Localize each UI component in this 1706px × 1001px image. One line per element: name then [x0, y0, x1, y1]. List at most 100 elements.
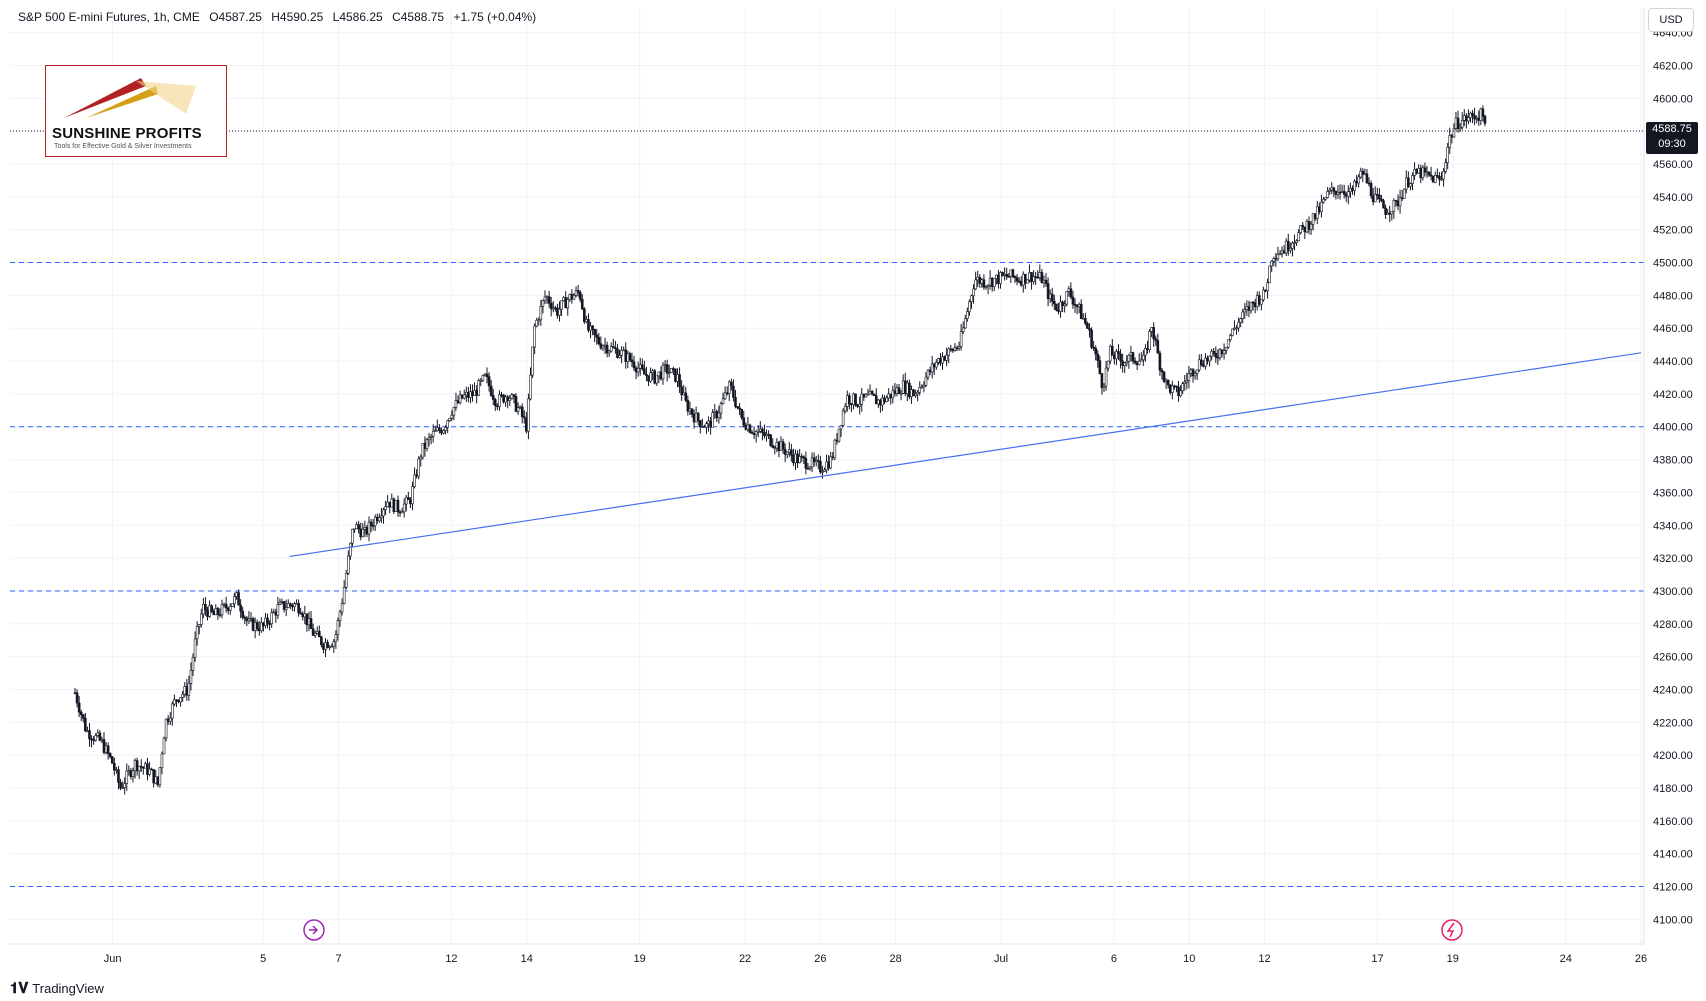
candle-body [224, 603, 228, 609]
candle-body [1026, 279, 1029, 284]
candle-body [328, 646, 331, 648]
candle-body [1295, 240, 1298, 243]
candle-body [504, 396, 507, 403]
candle-body [961, 327, 965, 332]
candle-body [1079, 304, 1083, 320]
candle-body [643, 368, 646, 375]
candle-body [1237, 321, 1240, 329]
candle-body [734, 396, 737, 407]
candle-body [168, 717, 172, 722]
symbol-title[interactable]: S&P 500 E-mini Futures, 1h, CME [18, 10, 200, 24]
candle-body [645, 374, 648, 376]
candle-body [932, 363, 936, 368]
candle-body [976, 276, 980, 281]
candle-body [576, 290, 580, 293]
countdown: 09:30 [1658, 138, 1686, 150]
candle-body [419, 456, 423, 460]
candle-body [1359, 170, 1363, 178]
candle-body [1394, 200, 1398, 202]
candle-body [262, 622, 265, 627]
candle-body [1187, 373, 1191, 381]
candle-body [924, 376, 928, 386]
candle-body [599, 343, 603, 349]
candle-body [906, 382, 909, 394]
candle-body [719, 403, 723, 414]
tradingview-logo[interactable]: 𝟏𝐕 TradingView [10, 980, 104, 997]
candle-body [723, 392, 727, 400]
candle-body [1380, 198, 1383, 202]
candle-body [715, 411, 719, 419]
candle-body [769, 434, 772, 446]
candle-body [1024, 273, 1027, 284]
candle-body [181, 693, 184, 698]
candle-body [1229, 335, 1232, 340]
candle-body [1071, 296, 1075, 305]
candle-body [462, 394, 466, 399]
candle-body [972, 288, 975, 297]
trendline-segment[interactable] [289, 352, 1642, 558]
candle-body [1142, 354, 1145, 361]
candle-body [307, 618, 311, 626]
candle-body [1214, 352, 1218, 358]
candle-body [711, 412, 714, 428]
candle-body [647, 375, 650, 382]
candle-body [922, 384, 926, 388]
candle-body [257, 628, 261, 631]
candle-body [1340, 190, 1344, 193]
candle-body [918, 387, 922, 393]
candle-body [1195, 369, 1199, 374]
candle-body [910, 389, 913, 398]
last-price-value: 4588.75 [1652, 123, 1692, 135]
candle-body [398, 511, 402, 514]
candle-body [1471, 112, 1474, 116]
lightning-icon[interactable] [1441, 919, 1463, 941]
horizontal-levels [10, 262, 1644, 888]
candle-body [887, 393, 890, 399]
candle-body [908, 382, 911, 398]
candle-body [1115, 351, 1118, 360]
candle-body [309, 618, 313, 629]
x-tick-10: 6 [1111, 953, 1117, 965]
candle-body [1274, 258, 1278, 260]
candle-body [243, 616, 247, 619]
candle-body [1438, 175, 1441, 180]
candle-body [1048, 293, 1052, 300]
candle-body [276, 604, 280, 616]
candle-body [732, 385, 735, 398]
candle-body [984, 286, 988, 289]
candle-body [1342, 190, 1346, 195]
event-icon[interactable] [303, 919, 325, 941]
y-tick-4400: 4400.00 [1653, 422, 1693, 434]
candle-body [634, 367, 638, 373]
candle-body [222, 603, 226, 606]
candle-body [1040, 272, 1044, 284]
candle-body [771, 445, 775, 448]
candle-body [86, 730, 89, 732]
candle-body [899, 393, 903, 395]
candle-body [821, 471, 824, 473]
candle-body [1100, 373, 1104, 389]
candle-body [877, 399, 880, 405]
candle-body [413, 474, 416, 487]
candle-body [1450, 135, 1454, 138]
y-tick-4420: 4420.00 [1653, 389, 1693, 401]
currency-button[interactable]: USD [1648, 8, 1694, 32]
candle-body [756, 431, 760, 433]
candle-body [748, 424, 752, 433]
candle-body [781, 441, 785, 450]
candle-body [454, 400, 458, 408]
candle-body [425, 439, 429, 449]
candle-body [433, 430, 437, 432]
candle-body [380, 515, 383, 519]
candle-body [1154, 338, 1158, 341]
candle-body [1404, 177, 1408, 190]
candle-body [81, 714, 85, 719]
candle-body [1133, 360, 1137, 364]
y-tick-4260: 4260.00 [1653, 652, 1693, 664]
candle-body [1417, 168, 1421, 174]
candle-body [1073, 303, 1077, 306]
change-value: +1.75 (+0.04%) [453, 10, 537, 24]
candle-body [305, 613, 309, 626]
candle-body [982, 279, 986, 288]
